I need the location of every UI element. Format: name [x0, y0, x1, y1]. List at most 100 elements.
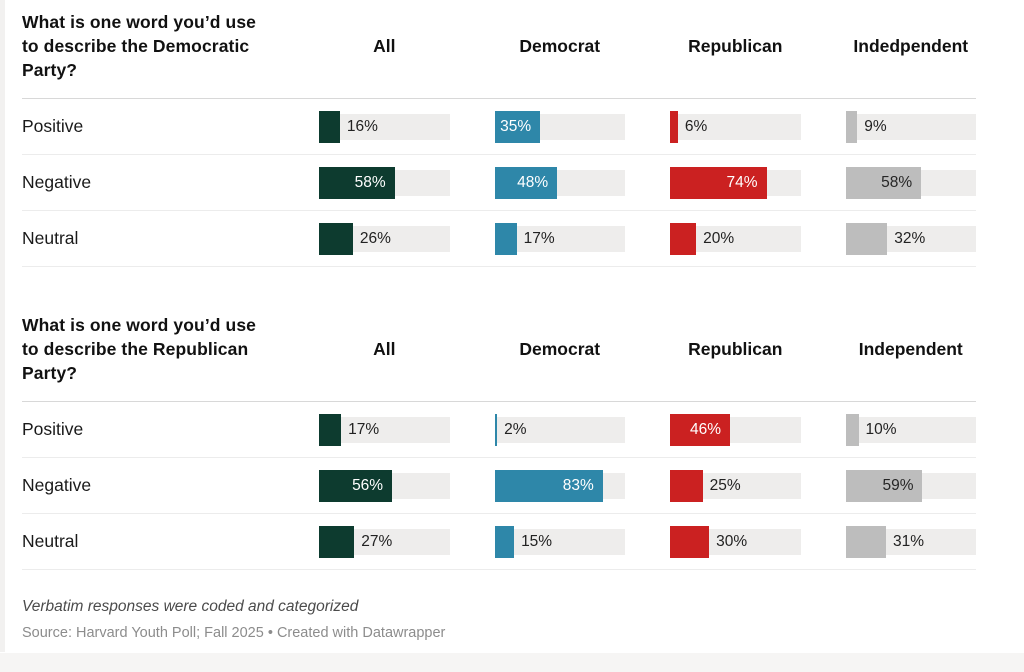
bar-fill [670, 110, 678, 143]
column-header-republican: Republican [688, 338, 783, 359]
column-header-democrat: Democrat [519, 35, 601, 56]
question-table-democratic-party: What is one word you’d use to describe t… [22, 8, 976, 267]
bar-fill [319, 166, 395, 199]
row-label: Negative [22, 172, 92, 192]
bar-republican: 74% [670, 166, 801, 199]
bar-republican: 6% [670, 110, 801, 143]
bar-fill [494, 110, 541, 143]
bar-all: 56% [319, 469, 450, 502]
bar-all: 17% [319, 413, 450, 446]
table-row-positive: Positive 17% 2% 46% 10% [22, 402, 976, 458]
bar-independent: 32% [845, 222, 976, 255]
bar-value-label: 35% [500, 117, 532, 135]
bar-fill [494, 222, 517, 255]
bar-fill [670, 222, 697, 255]
column-header-all: All [373, 35, 396, 56]
row-label: Neutral [22, 228, 79, 248]
bar-value-label: 26% [359, 229, 391, 247]
bar-value-label: 9% [864, 117, 887, 135]
bar-fill [319, 222, 353, 255]
chart-page: What is one word you’d use to describe t… [22, 8, 976, 641]
row-label: Positive [22, 419, 84, 439]
bar-democrat: 48% [494, 166, 625, 199]
bar-value-label: 16% [346, 117, 378, 135]
question-title: What is one word you’d use to describe t… [22, 12, 257, 80]
bar-fill [670, 166, 767, 199]
bar-value-label: 25% [709, 476, 741, 494]
bar-fill [845, 222, 888, 255]
bar-fill [845, 469, 923, 502]
bar-value-label: 83% [562, 476, 594, 494]
bar-independent: 9% [845, 110, 976, 143]
column-header-all: All [373, 338, 396, 359]
bar-republican: 30% [670, 525, 801, 558]
bar-value-label: 10% [865, 420, 897, 438]
bar-democrat: 17% [494, 222, 625, 255]
bar-democrat: 2% [494, 413, 625, 446]
bar-fill [845, 110, 858, 143]
bar-value-label: 46% [690, 420, 722, 438]
bar-fill [319, 413, 342, 446]
table-header: What is one word you’d use to describe t… [22, 267, 976, 402]
bar-value-label: 32% [894, 229, 926, 247]
bar-republican: 25% [670, 469, 801, 502]
bar-fill [319, 469, 393, 502]
row-label: Neutral [22, 531, 79, 551]
row-label: Positive [22, 116, 84, 136]
column-header-democrat: Democrat [519, 338, 601, 359]
column-header-independent: Indedpendent [853, 35, 969, 56]
bar-value-label: 15% [521, 532, 553, 550]
bar-democrat: 83% [494, 469, 625, 502]
bar-democrat: 15% [494, 525, 625, 558]
chart-source-line: Source: Harvard Youth Poll; Fall 2025 • … [22, 625, 446, 641]
bar-value-label: 48% [517, 173, 549, 191]
bar-value-label: 58% [881, 173, 913, 191]
table-row-neutral: Neutral 26% 17% 20% 32% [22, 211, 976, 267]
bar-all: 27% [319, 525, 450, 558]
bar-democrat: 35% [494, 110, 625, 143]
bar-value-label: 58% [354, 173, 386, 191]
bar-fill [494, 469, 603, 502]
bar-value-label: 56% [352, 476, 384, 494]
bar-independent: 10% [845, 413, 976, 446]
table-row-positive: Positive 16% 35% 6% 9% [22, 99, 976, 155]
table-row-neutral: Neutral 27% 15% 30% 31% [22, 514, 976, 570]
bar-value-label: 74% [726, 173, 758, 191]
bar-value-label: 17% [348, 420, 380, 438]
bar-republican: 20% [670, 222, 801, 255]
bar-republican: 46% [670, 413, 801, 446]
question-table-republican-party: What is one word you’d use to describe t… [22, 267, 976, 570]
bar-fill [845, 166, 922, 199]
bar-fill [670, 469, 703, 502]
bar-value-label: 6% [684, 117, 708, 135]
bar-fill [845, 525, 886, 558]
page-left-edge [0, 0, 5, 652]
bar-value-label: 20% [703, 229, 735, 247]
bar-all: 26% [319, 222, 450, 255]
chart-footnote: Verbatim responses were coded and catego… [22, 598, 359, 615]
bar-fill [845, 413, 859, 446]
table-row-negative: Negative 58% 48% 74% 58% [22, 155, 976, 211]
bar-all: 16% [319, 110, 450, 143]
bar-value-label: 27% [361, 532, 393, 550]
bar-independent: 59% [845, 469, 976, 502]
bar-fill [494, 166, 558, 199]
table-row-negative: Negative 56% 83% 25% 59% [22, 458, 976, 514]
bar-independent: 31% [845, 525, 976, 558]
bar-value-label: 2% [504, 420, 527, 438]
bar-value-label: 17% [523, 229, 555, 247]
column-header-republican: Republican [688, 35, 783, 56]
table-header: What is one word you’d use to describe t… [22, 8, 976, 99]
bar-value-label: 59% [882, 476, 914, 494]
question-title: What is one word you’d use to describe t… [22, 315, 257, 383]
bar-independent: 58% [845, 166, 976, 199]
bar-fill [494, 413, 498, 446]
column-header-independent: Independent [858, 338, 963, 359]
row-label: Negative [22, 475, 92, 495]
bar-fill [319, 110, 340, 143]
page-bottom-edge [0, 653, 1024, 672]
bar-all: 58% [319, 166, 450, 199]
bar-value-label: 31% [892, 532, 924, 550]
bar-fill [319, 525, 355, 558]
bar-fill [670, 525, 710, 558]
